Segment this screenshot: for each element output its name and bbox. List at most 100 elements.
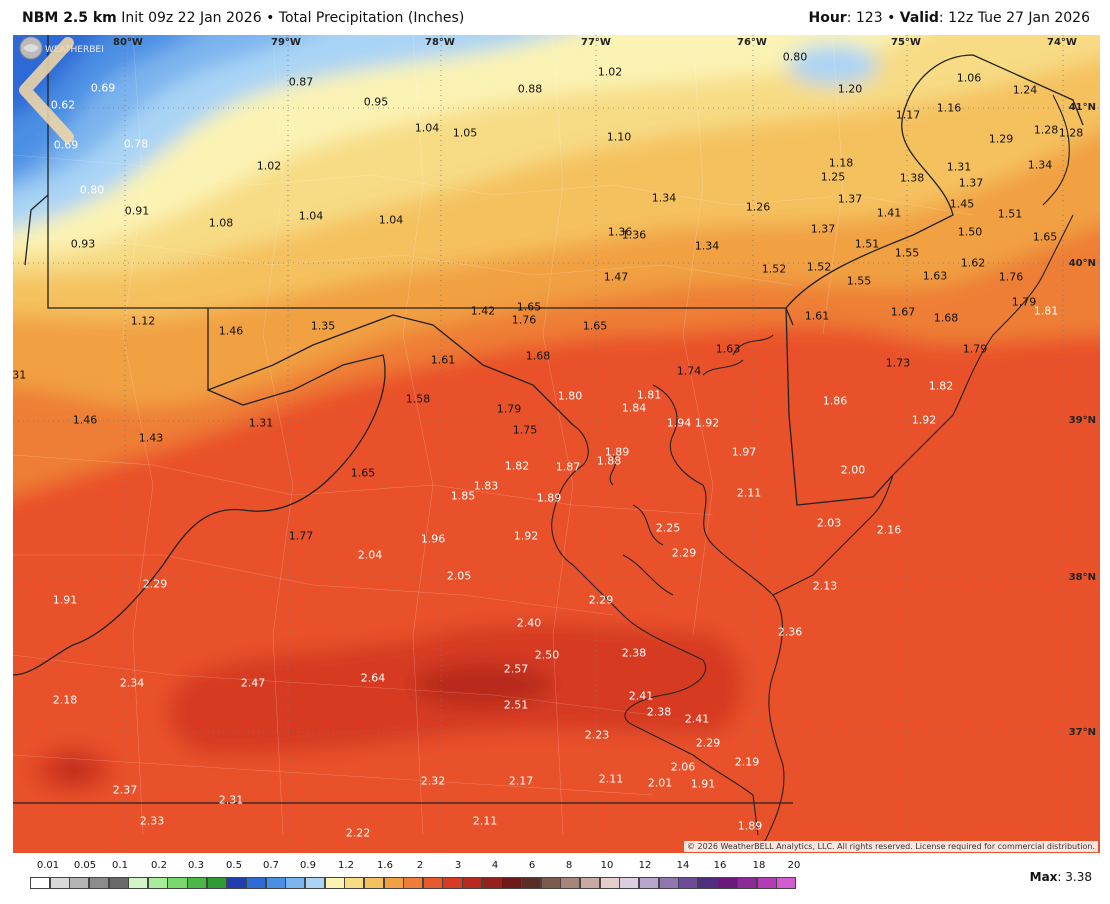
precip-value-label: 1.85: [450, 489, 476, 503]
precip-value-label: 1.88: [596, 454, 622, 468]
longitude-label: 76°W: [737, 37, 767, 48]
precip-value-label: 1.76: [998, 270, 1024, 284]
precip-value-label: 1.67: [890, 305, 916, 319]
legend-color-swatch: [49, 877, 70, 889]
precip-value-label: 1.51: [854, 237, 880, 251]
precip-value-label: 1.02: [256, 159, 282, 173]
precip-value-label: 1.29: [988, 132, 1014, 146]
precip-value-label: 2.36: [777, 625, 803, 639]
precip-value-label: 1.79: [496, 402, 522, 416]
precip-value-label: 1.37: [837, 192, 863, 206]
precip-value-label: 1.04: [298, 209, 324, 223]
precip-value-label: 1.47: [603, 270, 629, 284]
precip-value-label: 1.41: [876, 206, 902, 220]
precipitation-field: [13, 35, 1100, 853]
legend-color-swatch: [776, 877, 797, 889]
precip-value-label: 1.04: [414, 121, 440, 135]
legend-tick-label: 6: [528, 860, 536, 871]
legend-color-swatch: [69, 877, 90, 889]
precip-value-label: 1.12: [130, 314, 156, 328]
legend-color-swatch: [88, 877, 110, 889]
legend-tick-label: 1.2: [338, 860, 354, 871]
precip-value-label: 1.86: [822, 394, 848, 408]
precip-value-label: 1.61: [804, 309, 830, 323]
precip-value-label: 2.04: [357, 548, 383, 562]
legend-tick-label: 0.5: [226, 860, 242, 871]
legend-tick-label: 0.9: [300, 860, 316, 871]
precip-value-label: 1.82: [928, 379, 954, 393]
precip-value-label: 1.84: [621, 401, 647, 415]
precip-value-label: 1.58: [405, 392, 431, 406]
map-title: NBM 2.5 km Init 09z 22 Jan 2026 • Total …: [22, 10, 464, 26]
logo-text: WEATHERBELL: [45, 45, 103, 55]
precip-value-label: 1.52: [761, 262, 787, 276]
precip-value-label: 2.34: [119, 676, 145, 690]
valid-time-header: Hour: 123 • Valid: 12z Tue 27 Jan 2026: [809, 10, 1091, 26]
precip-value-label: 1.26: [745, 200, 771, 214]
precip-value-label: 2.33: [139, 814, 165, 828]
precip-value-label: 2.29: [142, 577, 168, 591]
precip-value-label: 1.65: [516, 300, 542, 314]
legend-color-swatch: [167, 877, 188, 889]
precip-value-label: 1.61: [430, 353, 456, 367]
precip-value-label: 0.69: [53, 138, 79, 152]
legend-color-swatch: [717, 877, 738, 889]
precip-value-label: 1.55: [846, 274, 872, 288]
legend-color-swatch: [324, 877, 345, 889]
legend-tick-label: 18: [752, 860, 766, 871]
precip-value-label: 0.95: [363, 95, 389, 109]
precip-value-label: 1.28: [1058, 126, 1084, 140]
precip-value-label: 1.68: [525, 349, 551, 363]
legend-color-swatch: [344, 877, 365, 889]
precip-value-label: 1.51: [997, 207, 1023, 221]
precip-value-label: 2.31: [218, 793, 244, 807]
precip-value-label: 1.68: [933, 311, 959, 325]
longitude-label: 77°W: [581, 37, 611, 48]
back-arrow-icon[interactable]: [13, 35, 83, 145]
precip-value-label: 0.87: [288, 75, 314, 89]
precip-value-label: 1.73: [885, 356, 911, 370]
legend-color-swatch: [540, 877, 561, 889]
legend-color-swatch: [599, 877, 620, 889]
legend-color-swatch: [756, 877, 777, 889]
precip-value-label: 1.65: [1032, 230, 1058, 244]
hour-value: : 123: [846, 10, 883, 26]
precip-value-label: 2.50: [534, 648, 560, 662]
precip-value-label: 0.69: [90, 81, 116, 95]
precip-value-label: 2.51: [503, 698, 529, 712]
precip-value-label: 1.04: [378, 213, 404, 227]
precipitation-map[interactable]: 80°W 79°W 78°W 77°W 76°W 75°W 74°W 41°N …: [13, 35, 1100, 853]
precip-value-label: 1.75: [512, 423, 538, 437]
precip-value-label: 1.79: [1011, 295, 1037, 309]
precip-value-label: 2.06: [670, 760, 696, 774]
hour-label: Hour: [808, 10, 847, 26]
precip-value-label: 1.65: [350, 466, 376, 480]
precip-value-label: 2.11: [598, 772, 624, 786]
longitude-label: 80°W: [113, 37, 143, 48]
legend-color-swatch: [462, 877, 483, 889]
legend-color-swatch: [363, 877, 385, 889]
legend-color-swatch: [560, 877, 581, 889]
precip-value-label: 2.37: [112, 783, 138, 797]
precip-value-label: 2.57: [503, 662, 529, 676]
legend-color-swatch: [226, 877, 247, 889]
legend-tick-label: 12: [638, 860, 652, 871]
precip-value-label: 1.34: [694, 239, 720, 253]
precip-value-label: 1.92: [694, 416, 720, 430]
precip-value-label: 0.80: [79, 183, 105, 197]
precip-value-label: 2.32: [420, 774, 446, 788]
legend-color-swatch: [285, 877, 306, 889]
precip-legend: 0.01 0.05 0.1 0.2 0.3 0.5 0.7 0.9 1.2 1.6 2 3 4 6 8 10 1…: [28, 860, 800, 896]
weatherbell-logo: WEATHERBELL: [19, 36, 103, 60]
precip-value-label: 2.01: [647, 776, 673, 790]
legend-tick-label: 4: [491, 860, 499, 871]
precip-value-label: 1.20: [837, 82, 863, 96]
precip-value-label: 1.52: [806, 260, 832, 274]
legend-color-swatch: [638, 877, 659, 889]
precip-value-label: 1.31: [946, 160, 972, 174]
legend-tick-label: 0.2: [151, 860, 167, 871]
precip-value-label: 1.38: [899, 171, 925, 185]
precip-value-label: 1.92: [513, 529, 539, 543]
legend-color-swatch: [579, 877, 601, 889]
header-separator: •: [887, 10, 896, 26]
